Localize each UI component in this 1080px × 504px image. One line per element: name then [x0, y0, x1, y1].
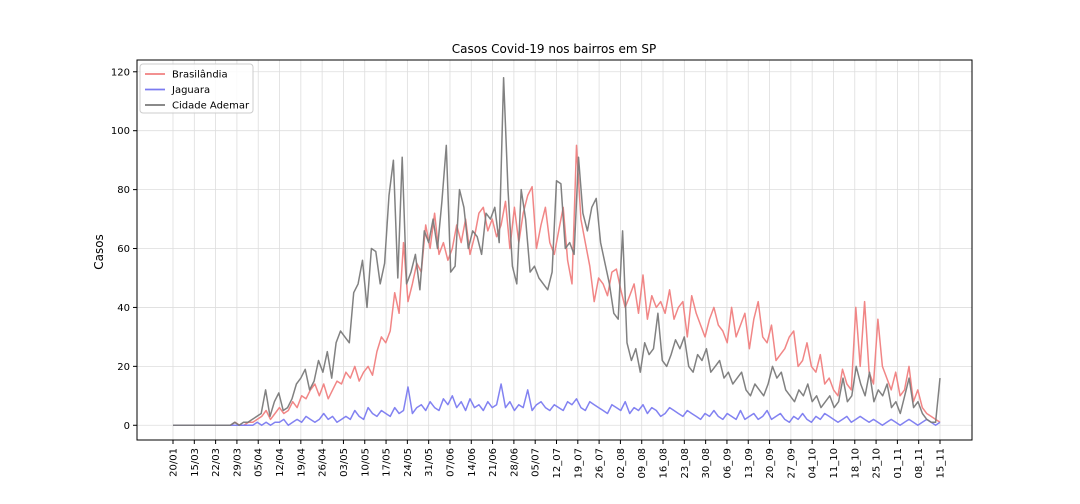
x-tick-label: 12/04 — [275, 448, 286, 477]
x-tick-label: 05/04 — [254, 448, 265, 477]
x-tick-label: 03/05 — [339, 448, 350, 477]
x-tick-label: 28/06 — [509, 448, 520, 477]
x-tick-label: 15/03 — [190, 448, 201, 477]
y-tick-label: 120 — [111, 67, 130, 78]
x-tick-label: 10/05 — [360, 448, 371, 477]
x-tick-label: 02_08 — [616, 448, 627, 478]
x-tick-label: 27_09 — [786, 448, 797, 478]
series-line-2 — [173, 76, 941, 427]
x-tick-label: 12_07 — [552, 448, 563, 478]
x-tick-label: 26_07 — [595, 448, 606, 478]
legend-label: Jaguara — [171, 85, 210, 96]
x-tick-label: 15_11 — [936, 448, 947, 478]
x-tick-label: 08_11 — [914, 448, 925, 478]
y-tick-label: 20 — [117, 362, 130, 373]
legend-label: Cidade Ademar — [172, 101, 250, 112]
x-tick-label: 29/03 — [232, 448, 243, 477]
plot-frame — [136, 59, 973, 441]
x-tick-label: 31/05 — [424, 448, 435, 477]
x-tick-label: 30_08 — [701, 448, 712, 478]
series-line-0 — [173, 144, 941, 427]
x-tick-label: 04_10 — [808, 448, 819, 478]
x-tick-label: 22/03 — [211, 448, 222, 477]
y-tick-label: 40 — [117, 303, 130, 314]
y-tick-label: 100 — [111, 126, 130, 137]
y-axis-label: Casos — [92, 234, 106, 270]
y-tick-label: 0 — [124, 421, 130, 432]
y-axis-ticks: 0 20 40 60 80 100 120 — [111, 67, 137, 432]
legend: Brasilândia Jaguara Cidade Ademar — [139, 63, 254, 114]
series-line-1 — [173, 383, 941, 427]
x-tick-label: 24/05 — [403, 448, 414, 477]
x-tick-label: 09_08 — [637, 448, 648, 478]
y-tick-label: 60 — [117, 244, 130, 255]
x-tick-label: 19/04 — [296, 448, 307, 477]
x-tick-label: 13_09 — [744, 448, 755, 478]
x-tick-label: 07/06 — [445, 448, 456, 477]
legend-box — [139, 63, 254, 114]
y-tick-label: 80 — [117, 185, 130, 196]
x-tick-label: 14/06 — [467, 448, 478, 477]
x-tick-label: 26/04 — [318, 448, 329, 477]
x-tick-label: 01_11 — [893, 448, 904, 478]
x-tick-label: 19_07 — [573, 448, 584, 478]
x-tick-label: 05/07 — [531, 448, 542, 477]
series-layer — [173, 76, 941, 427]
x-tick-label: 06_09 — [722, 448, 733, 478]
legend-label: Brasilândia — [172, 69, 228, 81]
x-tick-label: 16_08 — [659, 448, 670, 478]
x-tick-label: 21/06 — [488, 448, 499, 477]
x-tick-label: 23_08 — [680, 448, 691, 478]
chart-title: Casos Covid-19 nos bairros em SP — [452, 42, 656, 56]
x-tick-label: 17/05 — [382, 448, 393, 477]
x-tick-label: 18_10 — [850, 448, 861, 478]
x-tick-label: 20_09 — [765, 448, 776, 478]
x-tick-label: 25_10 — [872, 448, 883, 478]
x-axis-ticks: 20/01 15/03 22/03 29/03 05/04 12/04 19/04 26/04… — [169, 440, 947, 478]
x-tick-label: 20/01 — [169, 448, 180, 477]
x-tick-label: 11_10 — [829, 448, 840, 478]
